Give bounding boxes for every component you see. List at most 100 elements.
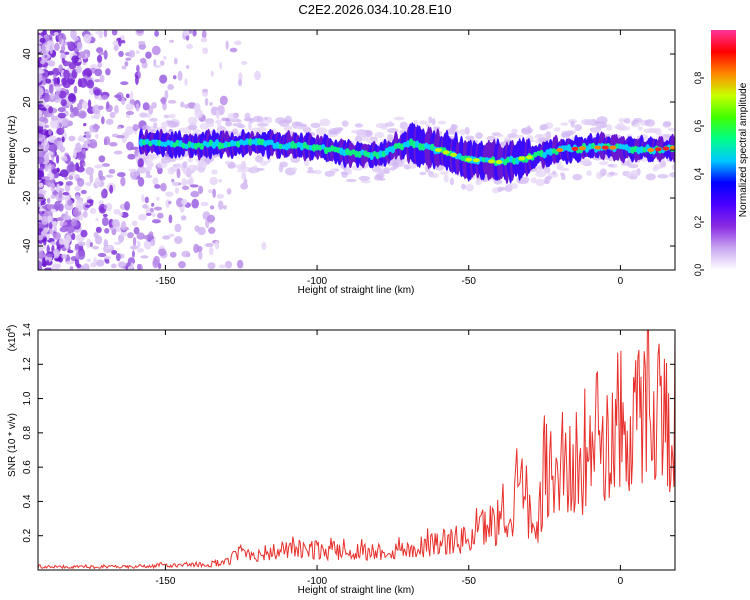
spectrogram-noise-blob — [59, 220, 65, 227]
spectrogram-haze-blob — [372, 167, 384, 174]
spectrogram-noise-blob — [66, 41, 72, 46]
spectrogram-haze-blob — [430, 172, 439, 179]
spectrogram-haze-blob — [136, 166, 147, 174]
spectrogram-haze-blob — [539, 123, 549, 131]
y-tick-label: 20 — [22, 96, 33, 108]
spectrogram-haze-blob — [179, 127, 185, 133]
spectrogram-noise-blob — [43, 138, 48, 146]
spectrogram-noise-blob — [136, 240, 141, 249]
spectrogram-noise-blob — [74, 257, 80, 267]
spectrogram-haze-blob — [283, 125, 293, 132]
spectrogram-haze-blob — [211, 169, 218, 175]
spectrogram-haze-blob — [168, 113, 176, 119]
spectrogram-noise-blob — [184, 78, 188, 86]
spectrogram-noise-blob — [62, 191, 70, 196]
spectrogram-noise-blob — [47, 60, 56, 67]
spectrogram-haze-blob — [153, 122, 158, 129]
spectrogram-y-label: Frequency (Hz) — [7, 116, 18, 185]
snr-frame — [37, 329, 676, 571]
spectrogram-noise-blob — [180, 101, 185, 108]
spectrogram-noise-blob — [94, 164, 103, 169]
spectrogram-noise-blob — [201, 30, 207, 39]
spectrogram-noise-blob — [44, 267, 54, 270]
spectrogram-noise-blob — [209, 101, 213, 106]
spectrogram-ridge-peak — [571, 146, 579, 151]
spectrogram-haze-blob — [449, 177, 454, 186]
spectrogram-noise-blob — [132, 124, 139, 132]
spectrogram-noise-blob — [50, 182, 56, 192]
spectrogram-noise-blob — [86, 79, 95, 89]
spectrogram-noise-blob — [167, 99, 177, 104]
spectrogram-ridge-peak — [450, 152, 458, 157]
spectrogram-haze-blob — [341, 120, 349, 127]
spectrogram-noise-blob — [174, 236, 183, 244]
spectrogram-noise-blob — [103, 49, 108, 60]
spectrogram-noise-blob — [112, 40, 119, 47]
spectrogram-haze-blob — [227, 112, 239, 121]
spectrogram-haze-blob — [608, 157, 613, 162]
spectrogram-noise-blob — [204, 98, 209, 106]
snr-x-axis: -150 -100 -50 0 — [155, 330, 624, 587]
spectrogram-haze-blob — [354, 135, 363, 143]
spectrogram-noise-blob — [241, 61, 248, 65]
spectrogram-haze-blob — [669, 172, 675, 178]
spectrogram-noise-blob — [76, 41, 83, 51]
spectrogram-noise-blob — [135, 103, 140, 112]
spectrogram-noise-blob — [118, 50, 124, 57]
spectrogram-noise-blob — [61, 157, 68, 162]
spectrogram-haze-blob — [656, 174, 669, 179]
spectrogram-haze-blob — [387, 133, 394, 142]
spectrogram-haze-blob — [254, 155, 264, 163]
spectrogram-noise-blob — [160, 182, 167, 192]
colorbar-tick-label: 0.4 — [693, 168, 703, 181]
spectrogram-noise-blob — [222, 205, 227, 210]
spectrogram-noise-blob — [126, 141, 134, 151]
spectrogram-noise-blob — [67, 61, 72, 65]
spectrogram-haze-blob — [217, 122, 222, 131]
spectrogram-noise-blob — [130, 91, 134, 101]
spectrogram-noise-blob — [190, 190, 200, 198]
spectrogram-noise-blob — [89, 173, 94, 184]
spectrogram-noise-blob — [56, 183, 61, 193]
spectrogram-noise-blob — [136, 232, 145, 240]
x-tick-label: -50 — [462, 276, 477, 287]
spectrogram-haze-blob — [543, 168, 550, 174]
y-tick-label: 1.4 — [22, 323, 33, 337]
spectrogram-ridge-peak — [662, 146, 670, 151]
spectrogram-noise-blob — [208, 226, 216, 234]
spectrogram-haze-blob — [560, 122, 569, 126]
spectrogram-haze-blob — [652, 166, 658, 172]
spectrogram-haze-blob — [560, 168, 570, 172]
spectrogram-noise-blob — [159, 60, 165, 66]
spectrogram-noise-blob — [153, 59, 157, 68]
spectrogram-noise-blob — [78, 51, 86, 59]
spectrogram-haze-blob — [167, 167, 175, 175]
spectrogram-noise-blob — [61, 126, 65, 134]
spectrogram-haze-blob — [553, 127, 561, 132]
spectrogram-haze-blob — [543, 133, 550, 137]
spectrogram-noise-blob — [94, 235, 103, 245]
spectrogram-noise-blob — [38, 120, 46, 127]
colorbar: 0.0 0.2 0.4 0.6 0.8 Normalized spectral ampl… — [693, 30, 749, 276]
spectrogram-noise-blob — [52, 74, 57, 79]
spectrogram-noise-blob — [56, 91, 61, 96]
spectrogram-haze-blob — [236, 168, 249, 173]
spectrogram-haze-blob — [595, 121, 608, 129]
spectrogram-haze-blob — [282, 119, 293, 124]
spectrogram-haze-blob — [373, 174, 383, 181]
spectrogram-noise-blob — [248, 120, 252, 131]
spectrogram-noise-blob — [105, 245, 114, 250]
spectrogram-ridge-peak — [654, 147, 662, 152]
spectrogram-noise-blob — [82, 162, 86, 167]
spectrogram-noise-blob — [194, 109, 204, 119]
spectrogram-noise-blob — [144, 196, 149, 204]
spectrogram-haze-blob — [252, 115, 264, 123]
spectrogram-noise-blob — [50, 194, 57, 199]
spectrogram-noise-blob — [218, 178, 223, 183]
spectrogram-noise-blob — [99, 74, 105, 83]
spectrogram-noise-blob — [115, 253, 121, 262]
spectrogram-noise-blob — [105, 101, 110, 110]
spectrogram-noise-blob — [39, 207, 44, 212]
spectrogram-haze-blob — [496, 133, 504, 138]
spectrogram-haze-blob — [433, 126, 441, 131]
